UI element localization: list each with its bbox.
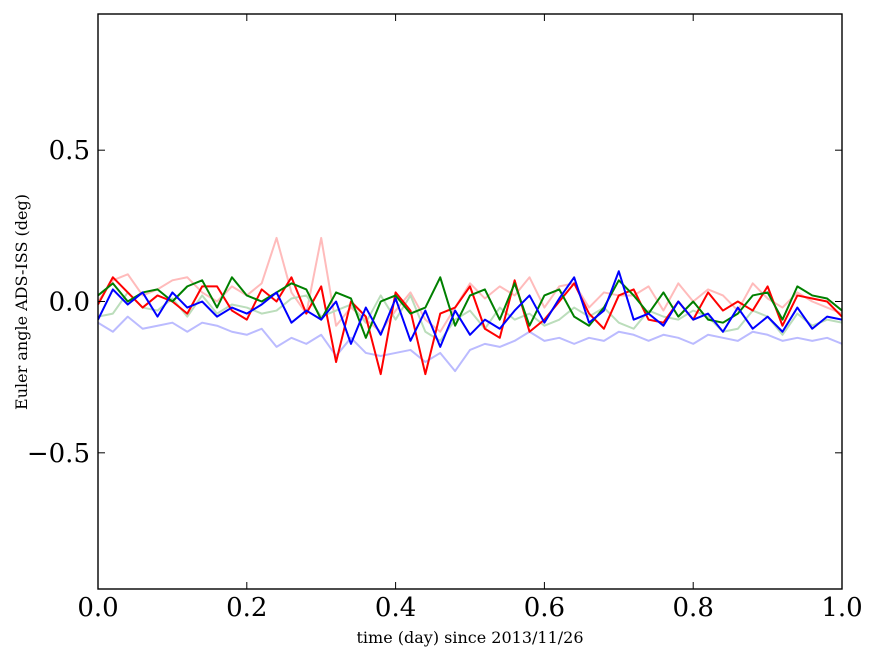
x-tick-label-3: 0.6 xyxy=(524,593,565,623)
y-tick-label-1: 0.0 xyxy=(49,288,90,318)
x-axis-label: time (day) since 2013/11/26 xyxy=(356,628,583,647)
x-tick-label-4: 0.8 xyxy=(673,593,714,623)
series-line-6 xyxy=(98,270,842,348)
series-layer xyxy=(98,236,842,376)
x-tick-label-1: 0.2 xyxy=(226,593,267,623)
y-tick-label-0: −0.5 xyxy=(27,439,90,469)
tick-layer: 0.0 0.2 0.4 0.6 0.8 1.0 −0.5 0.0 0.5 xyxy=(27,14,863,623)
x-tick-label-5: 1.0 xyxy=(821,593,862,623)
series-line-4 xyxy=(98,276,842,376)
x-tick-label-0: 0.0 xyxy=(77,593,118,623)
series-line-5 xyxy=(98,276,842,339)
series-line-3 xyxy=(98,315,842,373)
y-tick-label-2: 0.5 xyxy=(49,136,90,166)
x-tick-label-2: 0.4 xyxy=(375,593,416,623)
y-axis-label: Euler angle ADS-ISS (deg) xyxy=(12,194,31,410)
